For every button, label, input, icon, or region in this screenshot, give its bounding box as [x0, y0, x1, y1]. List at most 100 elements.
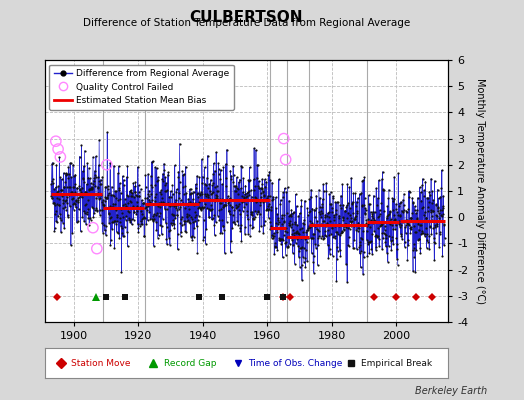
Point — [410, 207, 419, 214]
Point — [232, 183, 240, 189]
Point — [256, 198, 265, 205]
Point — [361, 210, 369, 216]
Point — [359, 254, 368, 260]
Point — [330, 217, 339, 223]
Point — [140, 215, 149, 222]
Point — [96, 212, 104, 218]
Point — [401, 230, 410, 236]
Point — [213, 192, 222, 199]
Point — [219, 204, 227, 210]
Point — [131, 189, 139, 195]
Point — [62, 207, 70, 213]
Point — [210, 222, 219, 228]
Point — [62, 184, 71, 190]
Point — [420, 217, 429, 224]
Point — [255, 228, 264, 234]
Point — [300, 259, 308, 265]
Point — [117, 225, 126, 231]
Point — [404, 221, 412, 227]
Point — [291, 219, 299, 225]
Point — [268, 197, 276, 203]
Point — [196, 190, 204, 197]
Point — [160, 160, 168, 167]
Point — [101, 198, 109, 204]
Point — [264, 193, 272, 199]
Point — [56, 211, 64, 218]
Point — [346, 205, 354, 211]
Point — [296, 226, 304, 233]
Point — [357, 202, 366, 208]
Point — [246, 222, 255, 228]
Point — [364, 241, 373, 247]
Point — [436, 206, 444, 213]
Point — [274, 221, 282, 228]
Point — [439, 192, 447, 199]
Point — [398, 217, 407, 224]
Point — [417, 222, 425, 228]
Point — [177, 216, 185, 222]
Point — [253, 162, 261, 168]
Point — [237, 222, 245, 228]
Point — [354, 195, 362, 201]
Point — [298, 244, 307, 250]
Point — [392, 245, 401, 252]
Point — [367, 246, 376, 252]
Point — [221, 198, 229, 204]
Point — [432, 229, 441, 236]
Point — [81, 188, 90, 195]
Point — [235, 201, 243, 207]
Point — [402, 208, 410, 214]
Point — [370, 218, 379, 225]
Point — [223, 219, 231, 225]
Point — [396, 200, 404, 206]
Point — [335, 212, 343, 219]
Point — [303, 235, 312, 242]
Point — [321, 233, 330, 240]
Point — [398, 236, 406, 242]
Point — [172, 186, 181, 192]
Point — [377, 176, 386, 182]
Point — [149, 213, 158, 219]
Point — [375, 236, 383, 242]
Point — [220, 202, 228, 209]
Point — [355, 225, 363, 232]
Point — [276, 235, 284, 242]
Point — [260, 192, 268, 198]
Point — [364, 216, 373, 222]
Point — [368, 210, 377, 217]
Point — [85, 222, 93, 228]
Point — [331, 199, 340, 205]
Point — [106, 159, 114, 166]
Point — [92, 195, 101, 202]
Point — [341, 208, 350, 214]
Point — [242, 194, 250, 200]
Point — [211, 168, 219, 174]
Point — [146, 200, 155, 207]
Point — [93, 192, 102, 198]
Point — [259, 193, 268, 199]
Point — [59, 170, 68, 176]
Point — [382, 218, 390, 225]
Point — [269, 235, 278, 241]
Point — [438, 252, 446, 259]
Point — [319, 196, 327, 202]
Point — [63, 212, 72, 218]
Point — [238, 189, 247, 196]
Point — [158, 176, 166, 182]
Point — [283, 210, 292, 217]
Point — [431, 212, 440, 218]
Point — [330, 214, 338, 220]
Point — [134, 224, 143, 231]
Point — [85, 165, 93, 171]
Point — [91, 172, 100, 178]
Point — [145, 187, 153, 194]
Point — [316, 194, 324, 201]
Point — [309, 235, 317, 241]
Point — [79, 208, 88, 215]
Point — [397, 231, 405, 238]
Point — [411, 269, 420, 275]
Text: Empirical Break: Empirical Break — [361, 358, 432, 368]
Point — [256, 202, 264, 208]
Point — [363, 252, 372, 259]
Point — [355, 222, 363, 228]
